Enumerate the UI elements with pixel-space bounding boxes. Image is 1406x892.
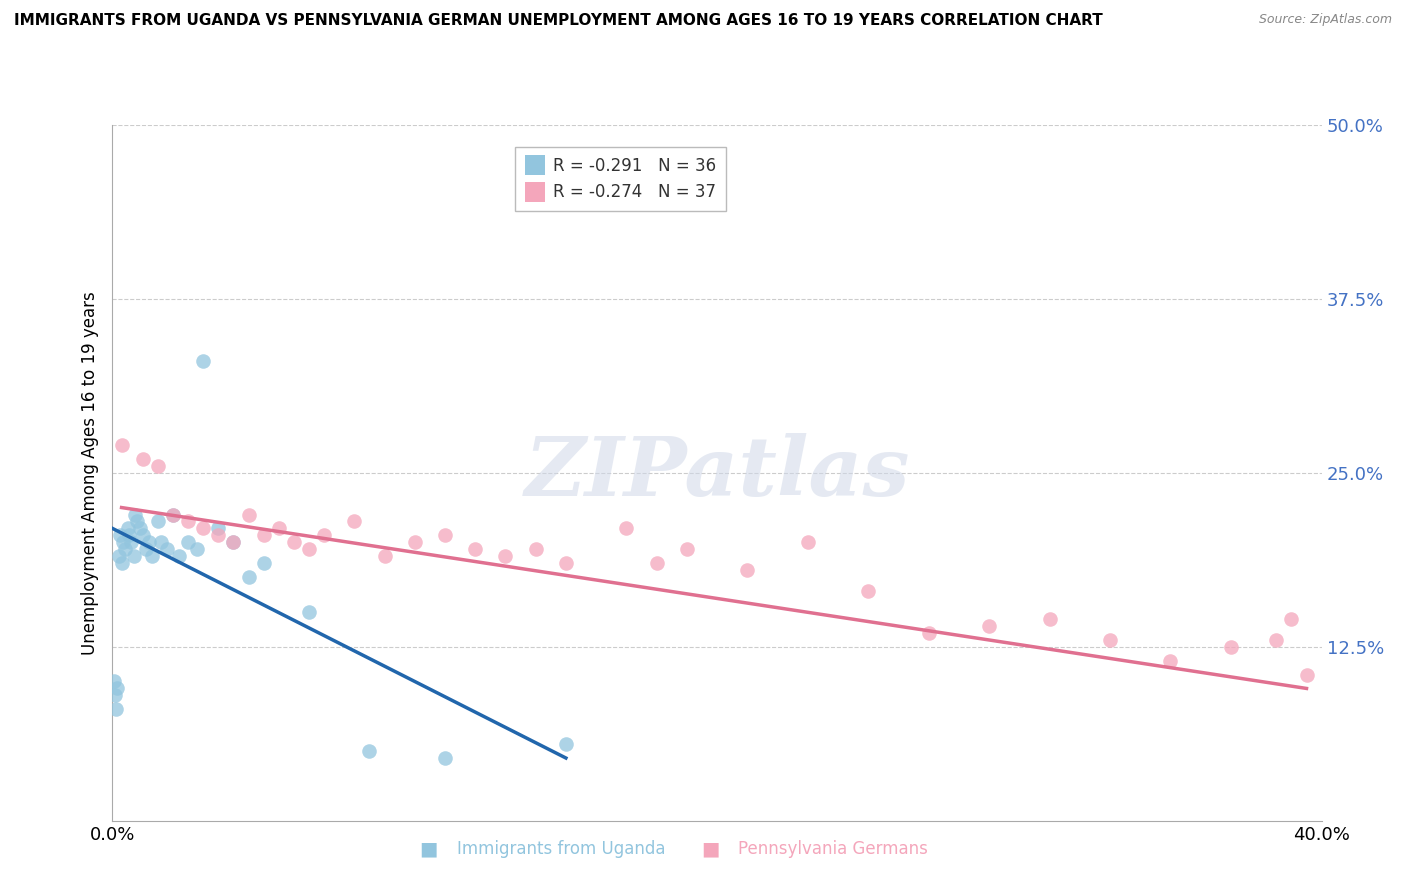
Point — [298, 605, 321, 619]
Point — [858, 584, 880, 599]
Point — [118, 528, 141, 542]
Point — [1265, 632, 1288, 647]
Point — [737, 563, 759, 577]
Point — [464, 542, 486, 557]
Point — [167, 549, 190, 564]
Point — [114, 542, 136, 557]
Point — [207, 521, 229, 535]
Point — [110, 556, 132, 570]
Point — [122, 549, 145, 564]
Point — [191, 521, 215, 535]
Point — [128, 521, 150, 535]
Point — [149, 535, 172, 549]
Point — [132, 451, 155, 466]
Point — [146, 458, 169, 473]
Point — [108, 528, 131, 542]
Text: Immigrants from Uganda: Immigrants from Uganda — [457, 840, 665, 858]
Point — [110, 438, 132, 452]
Point — [177, 515, 200, 529]
Point — [222, 535, 245, 549]
Point — [107, 549, 129, 564]
Point — [104, 689, 127, 703]
Point — [404, 535, 426, 549]
Text: ZIPatlas: ZIPatlas — [524, 433, 910, 513]
Point — [554, 556, 576, 570]
Point — [253, 528, 276, 542]
Point — [103, 674, 125, 689]
Point — [796, 535, 818, 549]
Text: IMMIGRANTS FROM UGANDA VS PENNSYLVANIA GERMAN UNEMPLOYMENT AMONG AGES 16 TO 19 Y: IMMIGRANTS FROM UGANDA VS PENNSYLVANIA G… — [14, 13, 1102, 29]
Point — [283, 535, 305, 549]
Legend: R = -0.291   N = 36, R = -0.274   N = 37: R = -0.291 N = 36, R = -0.274 N = 37 — [515, 147, 725, 211]
Text: ■: ■ — [419, 839, 439, 859]
Point — [238, 508, 260, 522]
Point — [1281, 612, 1303, 626]
Point — [177, 535, 200, 549]
Point — [1295, 667, 1317, 681]
Point — [314, 528, 336, 542]
Point — [112, 535, 135, 549]
Point — [1038, 612, 1062, 626]
Point — [117, 521, 139, 535]
Y-axis label: Unemployment Among Ages 16 to 19 years: Unemployment Among Ages 16 to 19 years — [80, 291, 98, 655]
Point — [104, 702, 127, 716]
Point — [135, 542, 157, 557]
Point — [124, 508, 146, 522]
Point — [162, 508, 184, 522]
Point — [645, 556, 668, 570]
Point — [156, 542, 179, 557]
Point — [105, 681, 128, 696]
Point — [267, 521, 290, 535]
Point — [141, 549, 163, 564]
Point — [207, 528, 229, 542]
Point — [191, 354, 215, 368]
Point — [918, 625, 941, 640]
Point — [1099, 632, 1122, 647]
Point — [524, 542, 547, 557]
Point — [554, 737, 576, 751]
Text: Pennsylvania Germans: Pennsylvania Germans — [738, 840, 928, 858]
Point — [343, 515, 366, 529]
Point — [374, 549, 396, 564]
Point — [222, 535, 245, 549]
Point — [146, 515, 169, 529]
Point — [138, 535, 160, 549]
Text: ■: ■ — [700, 839, 720, 859]
Point — [298, 542, 321, 557]
Point — [359, 744, 381, 758]
Point — [1220, 640, 1243, 654]
Point — [434, 528, 457, 542]
Point — [132, 528, 155, 542]
Point — [1159, 654, 1181, 668]
Point — [676, 542, 699, 557]
Point — [162, 508, 184, 522]
Point — [186, 542, 208, 557]
Point — [616, 521, 638, 535]
Point — [979, 619, 1001, 633]
Point — [434, 751, 457, 765]
Point — [253, 556, 276, 570]
Point — [495, 549, 517, 564]
Point — [120, 535, 142, 549]
Point — [238, 570, 260, 584]
Text: Source: ZipAtlas.com: Source: ZipAtlas.com — [1258, 13, 1392, 27]
Point — [125, 515, 148, 529]
